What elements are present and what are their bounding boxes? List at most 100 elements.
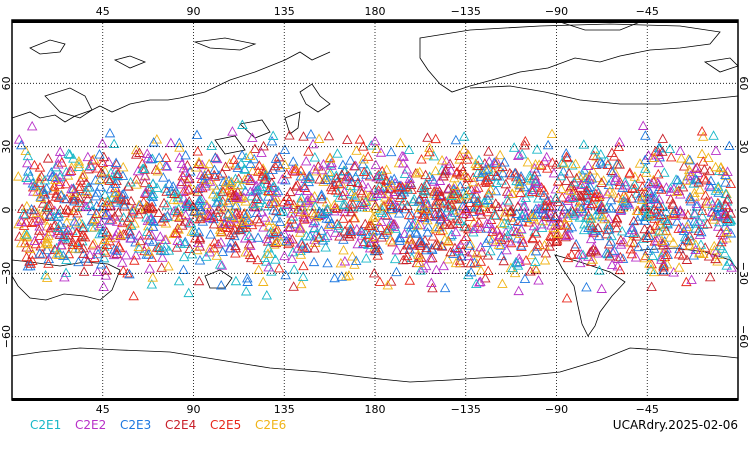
observation-marker <box>284 130 295 140</box>
observation-marker <box>34 230 46 240</box>
observation-marker <box>231 216 242 227</box>
observation-marker <box>509 267 521 278</box>
observation-marker <box>298 131 309 141</box>
observation-marker <box>507 215 519 225</box>
observation-marker <box>398 195 410 206</box>
observation-marker <box>470 183 482 194</box>
observation-marker <box>521 212 532 223</box>
observation-marker <box>713 183 724 193</box>
observation-marker <box>120 228 131 239</box>
observation-marker <box>69 194 80 204</box>
observation-marker <box>200 251 212 261</box>
observation-marker <box>427 252 438 263</box>
observation-marker <box>290 181 302 191</box>
observation-marker <box>138 196 149 207</box>
observation-marker <box>647 250 658 260</box>
lon-tick-label-top: −45 <box>636 5 659 18</box>
observation-marker <box>634 158 646 168</box>
observation-marker <box>203 158 215 169</box>
legend-item-c2e5: C2E5 <box>210 418 241 432</box>
lon-tick-label-bottom: −90 <box>545 403 568 416</box>
observation-marker <box>72 237 84 248</box>
observation-marker <box>418 209 430 219</box>
observation-marker <box>401 254 412 264</box>
observation-marker <box>231 191 242 202</box>
observation-marker <box>21 251 32 262</box>
observation-marker <box>657 133 669 143</box>
observation-marker <box>279 250 290 261</box>
observation-marker <box>84 160 96 170</box>
observation-marker <box>575 257 586 268</box>
observation-marker <box>63 148 74 159</box>
observation-marker <box>267 164 278 174</box>
observation-marker <box>354 134 366 144</box>
observation-marker <box>73 158 85 169</box>
observation-marker <box>357 141 369 151</box>
observation-marker <box>471 258 482 268</box>
observation-marker <box>397 157 409 168</box>
observation-marker <box>463 250 474 261</box>
observation-marker <box>638 233 650 243</box>
observation-marker <box>245 158 256 168</box>
observation-marker <box>539 254 551 265</box>
observation-marker <box>212 211 224 221</box>
observation-marker <box>371 143 382 154</box>
observation-marker <box>44 226 56 236</box>
observation-marker <box>280 235 292 246</box>
observation-marker <box>295 249 307 259</box>
observation-marker <box>148 236 159 246</box>
observation-marker <box>29 235 41 245</box>
observation-marker <box>124 225 135 236</box>
observation-marker <box>101 239 113 249</box>
observation-marker <box>269 239 280 249</box>
observation-marker <box>488 157 500 167</box>
observation-marker <box>468 203 479 213</box>
observation-marker <box>431 264 442 274</box>
observation-marker <box>26 217 38 227</box>
observation-marker <box>288 156 299 166</box>
observation-marker <box>691 162 703 172</box>
observation-marker <box>668 267 679 277</box>
observation-marker <box>309 152 321 162</box>
observation-marker <box>689 191 701 201</box>
observation-marker <box>268 204 279 215</box>
observation-marker <box>512 260 524 270</box>
observation-marker <box>193 156 205 167</box>
observation-marker <box>464 240 475 250</box>
observation-marker <box>452 218 463 228</box>
observation-marker <box>236 149 248 160</box>
observation-marker <box>204 210 215 220</box>
observation-marker <box>439 282 451 293</box>
observation-marker <box>534 187 546 197</box>
observation-marker <box>513 178 525 189</box>
observation-marker <box>16 237 27 248</box>
observation-marker <box>90 174 101 185</box>
observation-marker <box>657 225 669 235</box>
observation-marker <box>720 199 731 210</box>
observation-marker <box>475 209 487 219</box>
observation-marker <box>527 232 538 243</box>
observation-marker <box>243 230 255 241</box>
observation-marker <box>475 256 487 266</box>
observation-marker <box>439 168 450 178</box>
observation-marker <box>544 241 555 251</box>
observation-marker <box>82 182 94 192</box>
observation-marker <box>277 173 288 184</box>
observation-marker <box>228 213 239 224</box>
observation-marker <box>529 214 540 225</box>
observation-marker <box>536 218 547 229</box>
observation-marker <box>143 229 155 240</box>
observation-marker <box>575 203 587 213</box>
observation-marker <box>463 223 474 234</box>
observation-marker <box>607 188 619 198</box>
observation-marker <box>358 199 370 210</box>
observation-marker <box>674 145 686 155</box>
observation-marker <box>194 201 206 212</box>
observation-marker <box>169 188 180 198</box>
observation-marker <box>325 181 337 192</box>
observation-marker <box>252 166 264 176</box>
observation-marker <box>320 242 331 252</box>
observation-marker <box>508 225 519 235</box>
observation-marker <box>209 169 220 180</box>
observation-marker <box>199 170 211 180</box>
